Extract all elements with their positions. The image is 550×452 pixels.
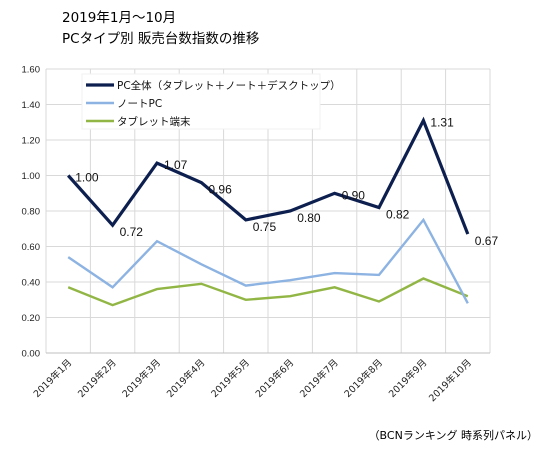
series-line (67, 217, 469, 304)
x-tick-label: 2019年3月 (120, 357, 163, 400)
data-label: 0.96 (208, 183, 232, 197)
data-label: 0.72 (120, 225, 144, 239)
source-note: （BCNランキング 時系列パネル） (368, 429, 538, 442)
data-label: 1.07 (164, 158, 188, 172)
x-tick-label: 2019年5月 (209, 357, 252, 400)
x-tick-label: 2019年8月 (342, 357, 385, 400)
data-label: 0.67 (475, 234, 499, 248)
y-tick-label: 0.40 (22, 278, 41, 289)
data-label: 1.31 (430, 115, 454, 129)
y-tick-label: 1.20 (22, 136, 41, 147)
legend: PC全体（タブレット＋ノート＋デスクトップ） ノートPC タブレット端末 (81, 73, 341, 130)
legend-box (81, 73, 321, 130)
legend-label: ノートPC (117, 98, 162, 110)
legend-label: タブレット端末 (117, 115, 191, 128)
y-tick-label: 0.00 (22, 349, 41, 360)
chart-title: 2019年1月～10月 PCタイプ別 販売台数指数の推移 (62, 8, 259, 50)
y-tick-label: 0.80 (22, 207, 41, 218)
x-tick-label: 2019年9月 (386, 357, 429, 400)
data-label: 0.80 (297, 211, 321, 225)
data-label: 0.82 (386, 207, 410, 221)
y-tick-label: 1.60 (22, 65, 41, 76)
data-label: 0.75 (253, 220, 277, 234)
y-tick-label: 1.00 (22, 171, 41, 182)
x-tick-label: 2019年7月 (297, 357, 340, 400)
x-tick-label: 2019年2月 (75, 357, 118, 400)
x-tick-label: 2019年4月 (164, 357, 207, 400)
chart-title-line-1: 2019年1月～10月 (62, 10, 177, 26)
series-line (67, 116, 470, 235)
legend-label: PC全体（タブレット＋ノート＋デスクトップ） (117, 79, 341, 92)
chart-title-line-2: PCタイプ別 販売台数指数の推移 (62, 31, 260, 47)
data-label: 1.00 (75, 171, 99, 185)
series-line (67, 277, 469, 307)
y-tick-label: 0.60 (22, 242, 41, 253)
y-tick-label: 0.20 (22, 313, 41, 324)
x-tick-label: 2019年6月 (253, 357, 296, 400)
data-label: 0.90 (342, 188, 366, 202)
y-tick-label: 1.40 (22, 100, 41, 111)
x-tick-label: 2019年10月 (426, 357, 474, 405)
x-tick-label: 2019年1月 (31, 357, 74, 400)
